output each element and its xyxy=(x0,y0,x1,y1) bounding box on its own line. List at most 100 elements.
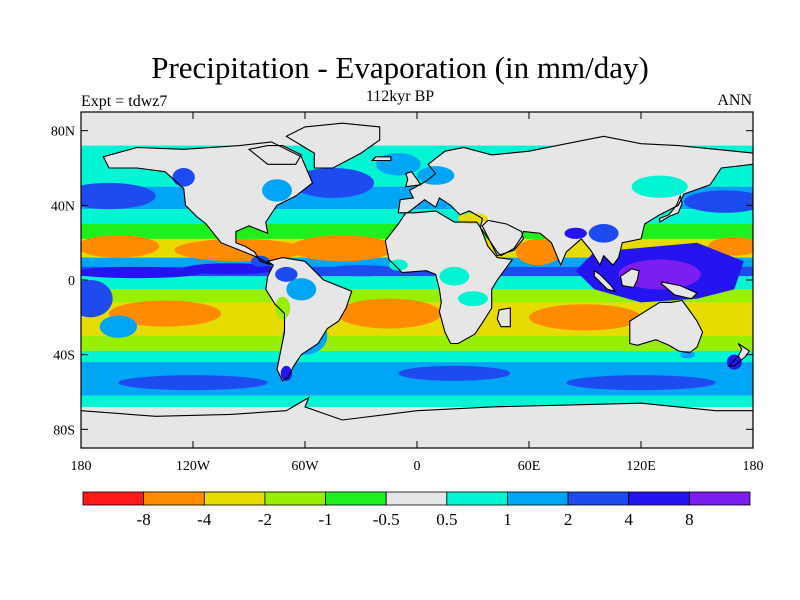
colorbar-label: 1 xyxy=(503,510,512,529)
colorbar-swatch xyxy=(507,491,569,506)
colorbar-swatch xyxy=(628,491,690,506)
wet-colombia xyxy=(275,266,298,282)
colorbar-swatch xyxy=(688,491,751,506)
lat-tick-label: 0 xyxy=(68,274,75,289)
wet-southern-ocean-indian xyxy=(566,375,716,391)
colorbar-swatch xyxy=(385,491,448,506)
wet-east-africa xyxy=(458,291,488,307)
land-japan-fill xyxy=(659,196,683,223)
lon-tick-label: 180 xyxy=(743,459,764,474)
chart-subtitle: 112kyr BP xyxy=(365,88,435,105)
land-new-guinea-coast xyxy=(660,281,698,300)
dry-core-npacific-far-west xyxy=(708,237,753,256)
land-antarctica-coast xyxy=(81,396,753,448)
land-new-zealand-coast xyxy=(727,343,751,367)
colorbar-label: -0.5 xyxy=(373,510,400,529)
wet-spcz-tail xyxy=(99,315,137,338)
lon-tick-label: 120E xyxy=(626,459,656,474)
wet-npacific-stormtrack-west xyxy=(683,190,753,213)
land-baffin-coast xyxy=(247,145,303,165)
land-north-america-coast xyxy=(102,141,314,266)
colorbar-label: -1 xyxy=(318,510,332,529)
wet-congo xyxy=(439,266,470,286)
dry-eastern-med xyxy=(458,212,488,224)
experiment-label: Expt = tdwz7 xyxy=(81,93,168,110)
land-iceland-fill xyxy=(372,156,391,161)
wet-southern-ocean-atlantic xyxy=(398,365,511,381)
lon-tick-label: 60W xyxy=(291,459,319,474)
wet-pacific-northwest xyxy=(172,168,195,187)
colorbar-swatch xyxy=(264,491,326,506)
lat-tick-label: 40S xyxy=(53,349,75,364)
wet-patagonia xyxy=(280,365,292,381)
wet-spcz xyxy=(81,280,113,318)
colorbar-label: -8 xyxy=(137,510,151,529)
coastlines xyxy=(81,122,753,448)
colorbar-swatch xyxy=(203,491,266,506)
wet-himalaya-foot xyxy=(564,227,587,239)
dry-core-indian xyxy=(529,304,641,331)
land-japan-coast xyxy=(659,194,683,224)
colorbar-label: 4 xyxy=(624,510,633,529)
colorbar-swatch xyxy=(325,491,387,506)
lon-tick-label: 180 xyxy=(71,459,92,474)
season-label: ANN xyxy=(717,92,752,109)
colorbar-swatch xyxy=(446,491,508,506)
wet-natlantic-stormtrack xyxy=(291,168,375,198)
land-madagascar-coast xyxy=(496,307,511,328)
land-australia-coast xyxy=(629,299,704,354)
lat-tick-label: 40N xyxy=(51,199,75,214)
wet-southern-ocean-pacific xyxy=(118,375,268,391)
wet-northern-europe xyxy=(417,166,455,185)
band-south-subtropic-outer xyxy=(81,336,753,351)
colorbar-label: -4 xyxy=(197,510,212,529)
wet-itcz-pacific-east xyxy=(183,263,277,275)
chart-title: Precipitation - Evaporation (in mm/day) xyxy=(151,50,649,85)
colorbar-label: 8 xyxy=(685,510,694,529)
land-new-guinea-fill xyxy=(661,281,697,299)
lat-tick-label: 80S xyxy=(53,423,75,438)
wet-warm-pool-core xyxy=(618,259,701,290)
band-antarctic-margin xyxy=(81,395,753,407)
wet-itcz-atlantic xyxy=(323,265,399,277)
land-arabia-fill xyxy=(482,220,524,256)
dry-core-arabian xyxy=(515,238,561,266)
land-sumatra-coast xyxy=(593,269,617,293)
land-madagascar-fill xyxy=(497,308,511,327)
wet-npacific-stormtrack xyxy=(81,182,156,210)
land-australia-fill xyxy=(629,300,703,353)
lat-tick-label: 80N xyxy=(51,125,75,140)
land-sumatra-fill xyxy=(594,270,615,292)
colorbar: -8 -4 -2 -1 -0.5 0.5 1 2 4 8 xyxy=(82,491,751,529)
lon-tick-label: 120W xyxy=(176,459,211,474)
land-north-america-fill xyxy=(103,141,313,266)
wet-amazon xyxy=(286,278,317,301)
land-eurasia-coast xyxy=(397,135,753,267)
colorbar-label: 0.5 xyxy=(436,510,457,529)
land-borneo-coast xyxy=(619,268,640,289)
colorbar-swatch xyxy=(567,491,630,506)
colorbar-label: 2 xyxy=(564,510,573,529)
dry-core-satlantic xyxy=(336,298,442,329)
dry-core-spacific xyxy=(109,300,221,327)
band-south-transition xyxy=(81,350,753,363)
land-africa-coast xyxy=(384,210,514,345)
land-uk-coast xyxy=(405,171,422,188)
land-iceland-coast xyxy=(370,156,392,162)
pe-field xyxy=(81,112,753,448)
wet-south-china xyxy=(588,224,619,243)
dry-core-natlantic xyxy=(290,235,395,262)
land-greenland-fill xyxy=(286,123,380,168)
lon-tick-label: 60E xyxy=(518,459,541,474)
land-arabia-coast xyxy=(481,219,525,257)
dry-andes xyxy=(275,296,291,320)
colorbar-label: -2 xyxy=(258,510,272,529)
land-south-america-coast xyxy=(265,257,353,382)
land-uk-fill xyxy=(405,171,421,187)
land-antarctica-fill xyxy=(81,397,753,448)
wet-eastern-canada xyxy=(262,179,292,202)
land-greenland-coast xyxy=(285,122,381,169)
wet-itcz-pacific-west xyxy=(81,266,203,279)
wet-west-africa xyxy=(389,259,408,271)
